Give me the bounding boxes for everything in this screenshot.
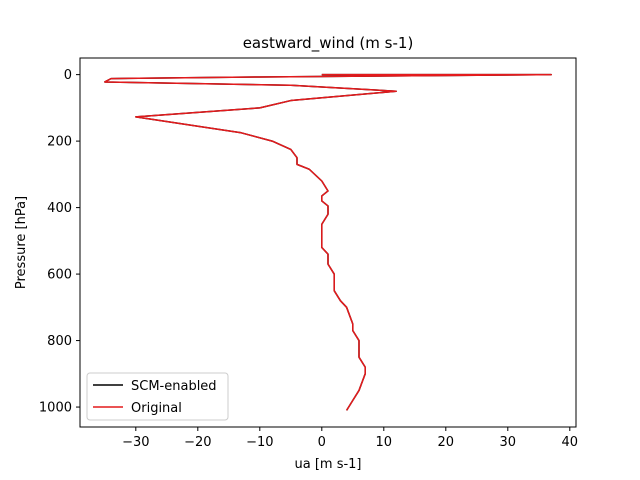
y-tick-label: 400 [47, 201, 72, 216]
y-tick-label: 0 [64, 68, 72, 83]
x-tick-label: 40 [562, 435, 579, 450]
y-axis: 0 200 400 600 800 1000 [39, 68, 80, 416]
axes-frame [79, 57, 577, 428]
legend: SCM-enabled Original [86, 372, 229, 421]
x-tick-label: −20 [184, 435, 211, 450]
series-layer [104, 73, 552, 411]
y-tick-label: 1000 [39, 401, 72, 416]
legend-label-scm-enabled: SCM-enabled [131, 379, 217, 394]
series-line-scm-enabled [104, 73, 552, 411]
x-axis: −30 −20 −10 0 10 20 30 40 [122, 427, 578, 450]
y-tick-label: 600 [47, 268, 72, 283]
x-tick-label: 10 [376, 435, 393, 450]
y-axis-label: Pressure [hPa] [14, 196, 29, 289]
x-tick-label: 30 [500, 435, 517, 450]
chart-title: eastward_wind (m s-1) [243, 34, 414, 53]
plot-area [79, 57, 577, 428]
x-tick-label: 0 [318, 435, 326, 450]
legend-label-original: Original [131, 401, 182, 416]
series-line-original [104, 73, 552, 411]
y-tick-label: 200 [47, 135, 72, 150]
y-tick-label: 800 [47, 334, 72, 349]
x-tick-label: 20 [438, 435, 455, 450]
x-axis-label: ua [m s-1] [294, 457, 361, 472]
x-tick-label: −30 [122, 435, 149, 450]
x-tick-label: −10 [246, 435, 273, 450]
